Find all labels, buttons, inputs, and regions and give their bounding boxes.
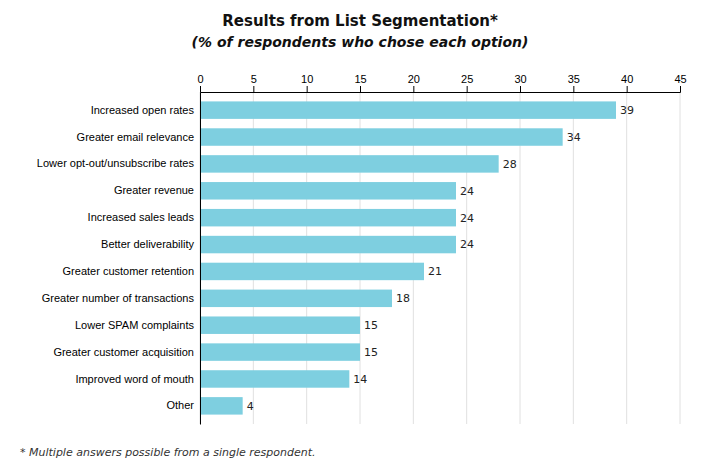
tick-mark — [200, 86, 201, 92]
tick: 25 — [461, 73, 473, 92]
tick-label: Lower SPAM complaints — [75, 319, 195, 331]
tick-label: 40 — [621, 73, 633, 85]
bar — [200, 397, 243, 414]
tick-label: 25 — [461, 73, 473, 85]
tick-mark — [360, 86, 361, 92]
tick: 10 — [301, 73, 313, 92]
axis-line — [201, 86, 681, 93]
tick-label: 5 — [251, 73, 257, 85]
bar — [200, 370, 349, 387]
data-label: 39 — [620, 104, 634, 117]
tick-label: Increased open rates — [91, 104, 195, 116]
tick: 0 — [197, 73, 203, 92]
tick: 5 — [251, 73, 257, 92]
data-label: 24 — [460, 185, 474, 198]
tick: Greater customer acquisition — [53, 346, 200, 358]
bar — [200, 101, 616, 118]
tick: 20 — [408, 73, 420, 92]
y-axis: Other Improved word of mouth Greater custo… — [37, 93, 201, 425]
chart-container: Results from List Segmentation* (% of res… — [0, 0, 720, 472]
data-label: 34 — [567, 131, 581, 144]
data-label: 4 — [247, 400, 254, 413]
bar — [200, 343, 360, 360]
subtitle: (% of respondents who chose each option) — [192, 34, 529, 50]
tick: Greater number of transactions — [42, 292, 200, 304]
tick-mark — [680, 86, 681, 92]
data-label: 21 — [428, 265, 442, 278]
tick: Better deliverability — [101, 238, 200, 250]
data-label: 14 — [353, 373, 367, 386]
bar — [200, 182, 456, 199]
tick-mark — [573, 86, 574, 92]
bar — [200, 128, 563, 145]
plot: 4 14 15 15 18 21 24 24 24 28 34 39 0 5 10 15 20 25 30 35 40 4… — [37, 73, 687, 425]
tick-mark — [307, 86, 308, 92]
data-labels: 4 14 15 15 18 21 24 24 24 28 34 39 — [247, 104, 634, 413]
tick-label: Greater customer retention — [63, 265, 194, 277]
tick-label: 30 — [514, 73, 526, 85]
bar — [200, 263, 424, 280]
tick-label: Better deliverability — [101, 238, 194, 250]
tick: 45 — [674, 73, 686, 92]
tick-mark — [627, 86, 628, 92]
tick: Other — [166, 399, 200, 411]
bar — [200, 236, 456, 253]
tick-label: 0 — [197, 73, 203, 85]
tick: Greater revenue — [114, 184, 200, 196]
data-label: 24 — [460, 212, 474, 225]
chart: Results from List Segmentation* (% of res… — [0, 0, 720, 472]
bar — [200, 316, 360, 333]
bar — [200, 290, 392, 307]
bar — [200, 155, 499, 172]
tick: Greater email relevance — [77, 131, 200, 143]
data-label: 18 — [396, 292, 410, 305]
tick: Increased open rates — [91, 104, 200, 116]
bar — [200, 209, 456, 226]
tick: Lower SPAM complaints — [75, 319, 200, 331]
tick-label: 15 — [354, 73, 366, 85]
tick-label: Greater email relevance — [77, 131, 194, 143]
tick-label: Increased sales leads — [88, 211, 195, 223]
tick-label: Greater customer acquisition — [53, 346, 194, 358]
data-label: 28 — [503, 158, 517, 171]
tick-label: 10 — [301, 73, 313, 85]
tick: 35 — [568, 73, 580, 92]
tick: 40 — [621, 73, 633, 92]
tick-label: 45 — [674, 73, 686, 85]
data-label: 24 — [460, 238, 474, 251]
tick-label: 35 — [568, 73, 580, 85]
tick-mark — [253, 86, 254, 92]
axis-line — [200, 93, 201, 425]
tick-label: Greater number of transactions — [42, 292, 195, 304]
tick: Improved word of mouth — [75, 372, 200, 384]
tick-mark — [413, 86, 414, 92]
tick-mark — [467, 86, 468, 92]
title: Results from List Segmentation* — [222, 12, 498, 30]
data-label: 15 — [364, 319, 378, 332]
tick-mark — [520, 86, 521, 92]
tick: 30 — [514, 73, 526, 92]
tick-label: 20 — [408, 73, 420, 85]
bars — [200, 101, 616, 414]
data-label: 15 — [364, 346, 378, 359]
grid-line — [626, 92, 627, 424]
tick-label: Greater revenue — [114, 184, 194, 196]
tick: Greater customer retention — [63, 265, 200, 277]
tick: Increased sales leads — [88, 211, 200, 223]
grid-line — [200, 92, 201, 424]
tick-label: Lower opt-out/unsubscribe rates — [37, 157, 195, 169]
tick-label: Other — [166, 399, 194, 411]
grid — [200, 92, 680, 424]
x-axis: 0 5 10 15 20 25 30 35 40 45 — [197, 73, 686, 93]
tick: 15 — [354, 73, 366, 92]
tick-label: Improved word of mouth — [75, 372, 194, 384]
tick: Lower opt-out/unsubscribe rates — [37, 157, 200, 169]
grid-line — [680, 92, 681, 424]
annotation: * Multiple answers possible from a singl… — [20, 446, 316, 459]
